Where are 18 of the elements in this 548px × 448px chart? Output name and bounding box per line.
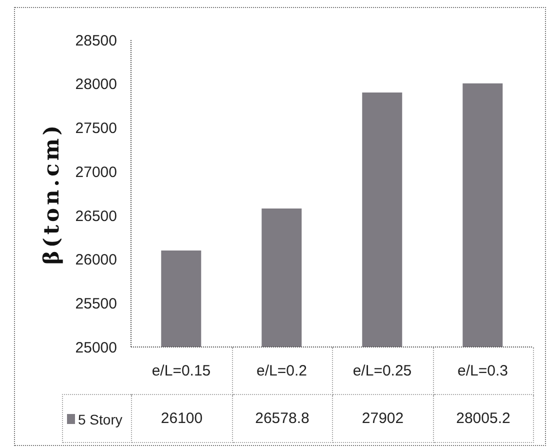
- y-tick-label: 27500: [75, 120, 117, 138]
- y-tick-label: 28500: [75, 32, 117, 50]
- y-tick-label: 25000: [75, 339, 117, 356]
- data-label: 26578.8: [232, 394, 332, 442]
- x-tick-label: e/L=0.15: [152, 362, 211, 380]
- y-tick-label: 26500: [75, 208, 117, 225]
- y-tick-label: 27000: [75, 164, 117, 181]
- x-tick-label: e/L=0.2: [256, 362, 307, 380]
- data-label: 28005.2: [433, 394, 534, 442]
- y-tick-label: 28000: [75, 76, 117, 94]
- data-label: 26100: [132, 394, 232, 442]
- x-tick-label: e/L=0.3: [458, 362, 508, 380]
- y-axis-title: β(ton.cm): [38, 122, 64, 265]
- y-tick-label: 26000: [75, 252, 117, 269]
- y-tick-label: 25500: [75, 295, 117, 312]
- data-label: 27902: [332, 394, 433, 442]
- legend-label: 5 Story: [78, 411, 122, 428]
- x-tick-label: e/L=0.25: [352, 362, 412, 380]
